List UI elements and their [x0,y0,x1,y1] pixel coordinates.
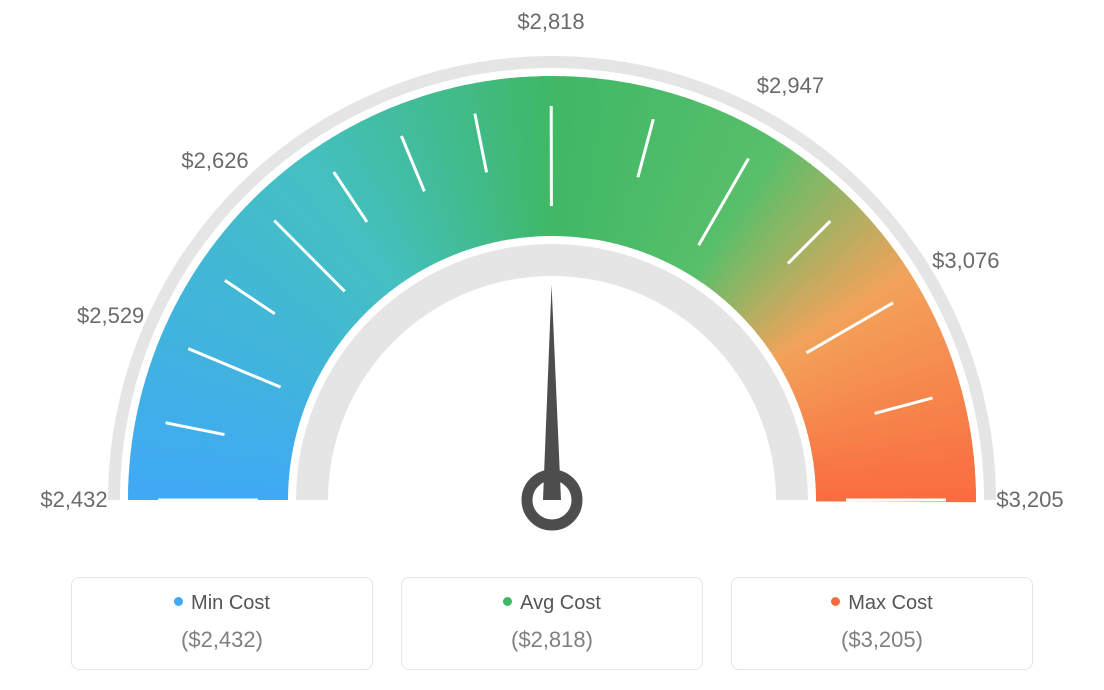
legend-max-value: ($3,205) [732,627,1032,653]
legend-max-title: Max Cost [732,592,1032,615]
dot-icon [503,597,512,606]
dot-icon [831,597,840,606]
gauge-tick-label: $2,529 [77,303,144,329]
gauge-tick-label: $2,818 [517,9,584,35]
legend-max-card: Max Cost ($3,205) [731,577,1033,670]
gauge-tick-label: $2,626 [181,148,248,174]
legend-max-label: Max Cost [848,592,932,614]
legend-row: Min Cost ($2,432) Avg Cost ($2,818) Max … [0,577,1104,670]
cost-gauge: $2,432 $2,529 $2,626 $2,818 $2,947 $3,076 $3,2… [0,0,1104,560]
dot-icon [174,597,183,606]
legend-min-value: ($2,432) [72,627,372,653]
gauge-tick-label: $2,432 [40,487,107,513]
legend-min-label: Min Cost [191,592,270,614]
legend-avg-label: Avg Cost [520,592,601,614]
legend-avg-value: ($2,818) [402,627,702,653]
legend-min-card: Min Cost ($2,432) [71,577,373,670]
legend-min-title: Min Cost [72,592,372,615]
gauge-tick-label: $3,205 [996,487,1063,513]
legend-avg-card: Avg Cost ($2,818) [401,577,703,670]
gauge-tick-label: $2,947 [757,73,824,99]
legend-avg-title: Avg Cost [402,592,702,615]
gauge-tick-label: $3,076 [932,248,999,274]
